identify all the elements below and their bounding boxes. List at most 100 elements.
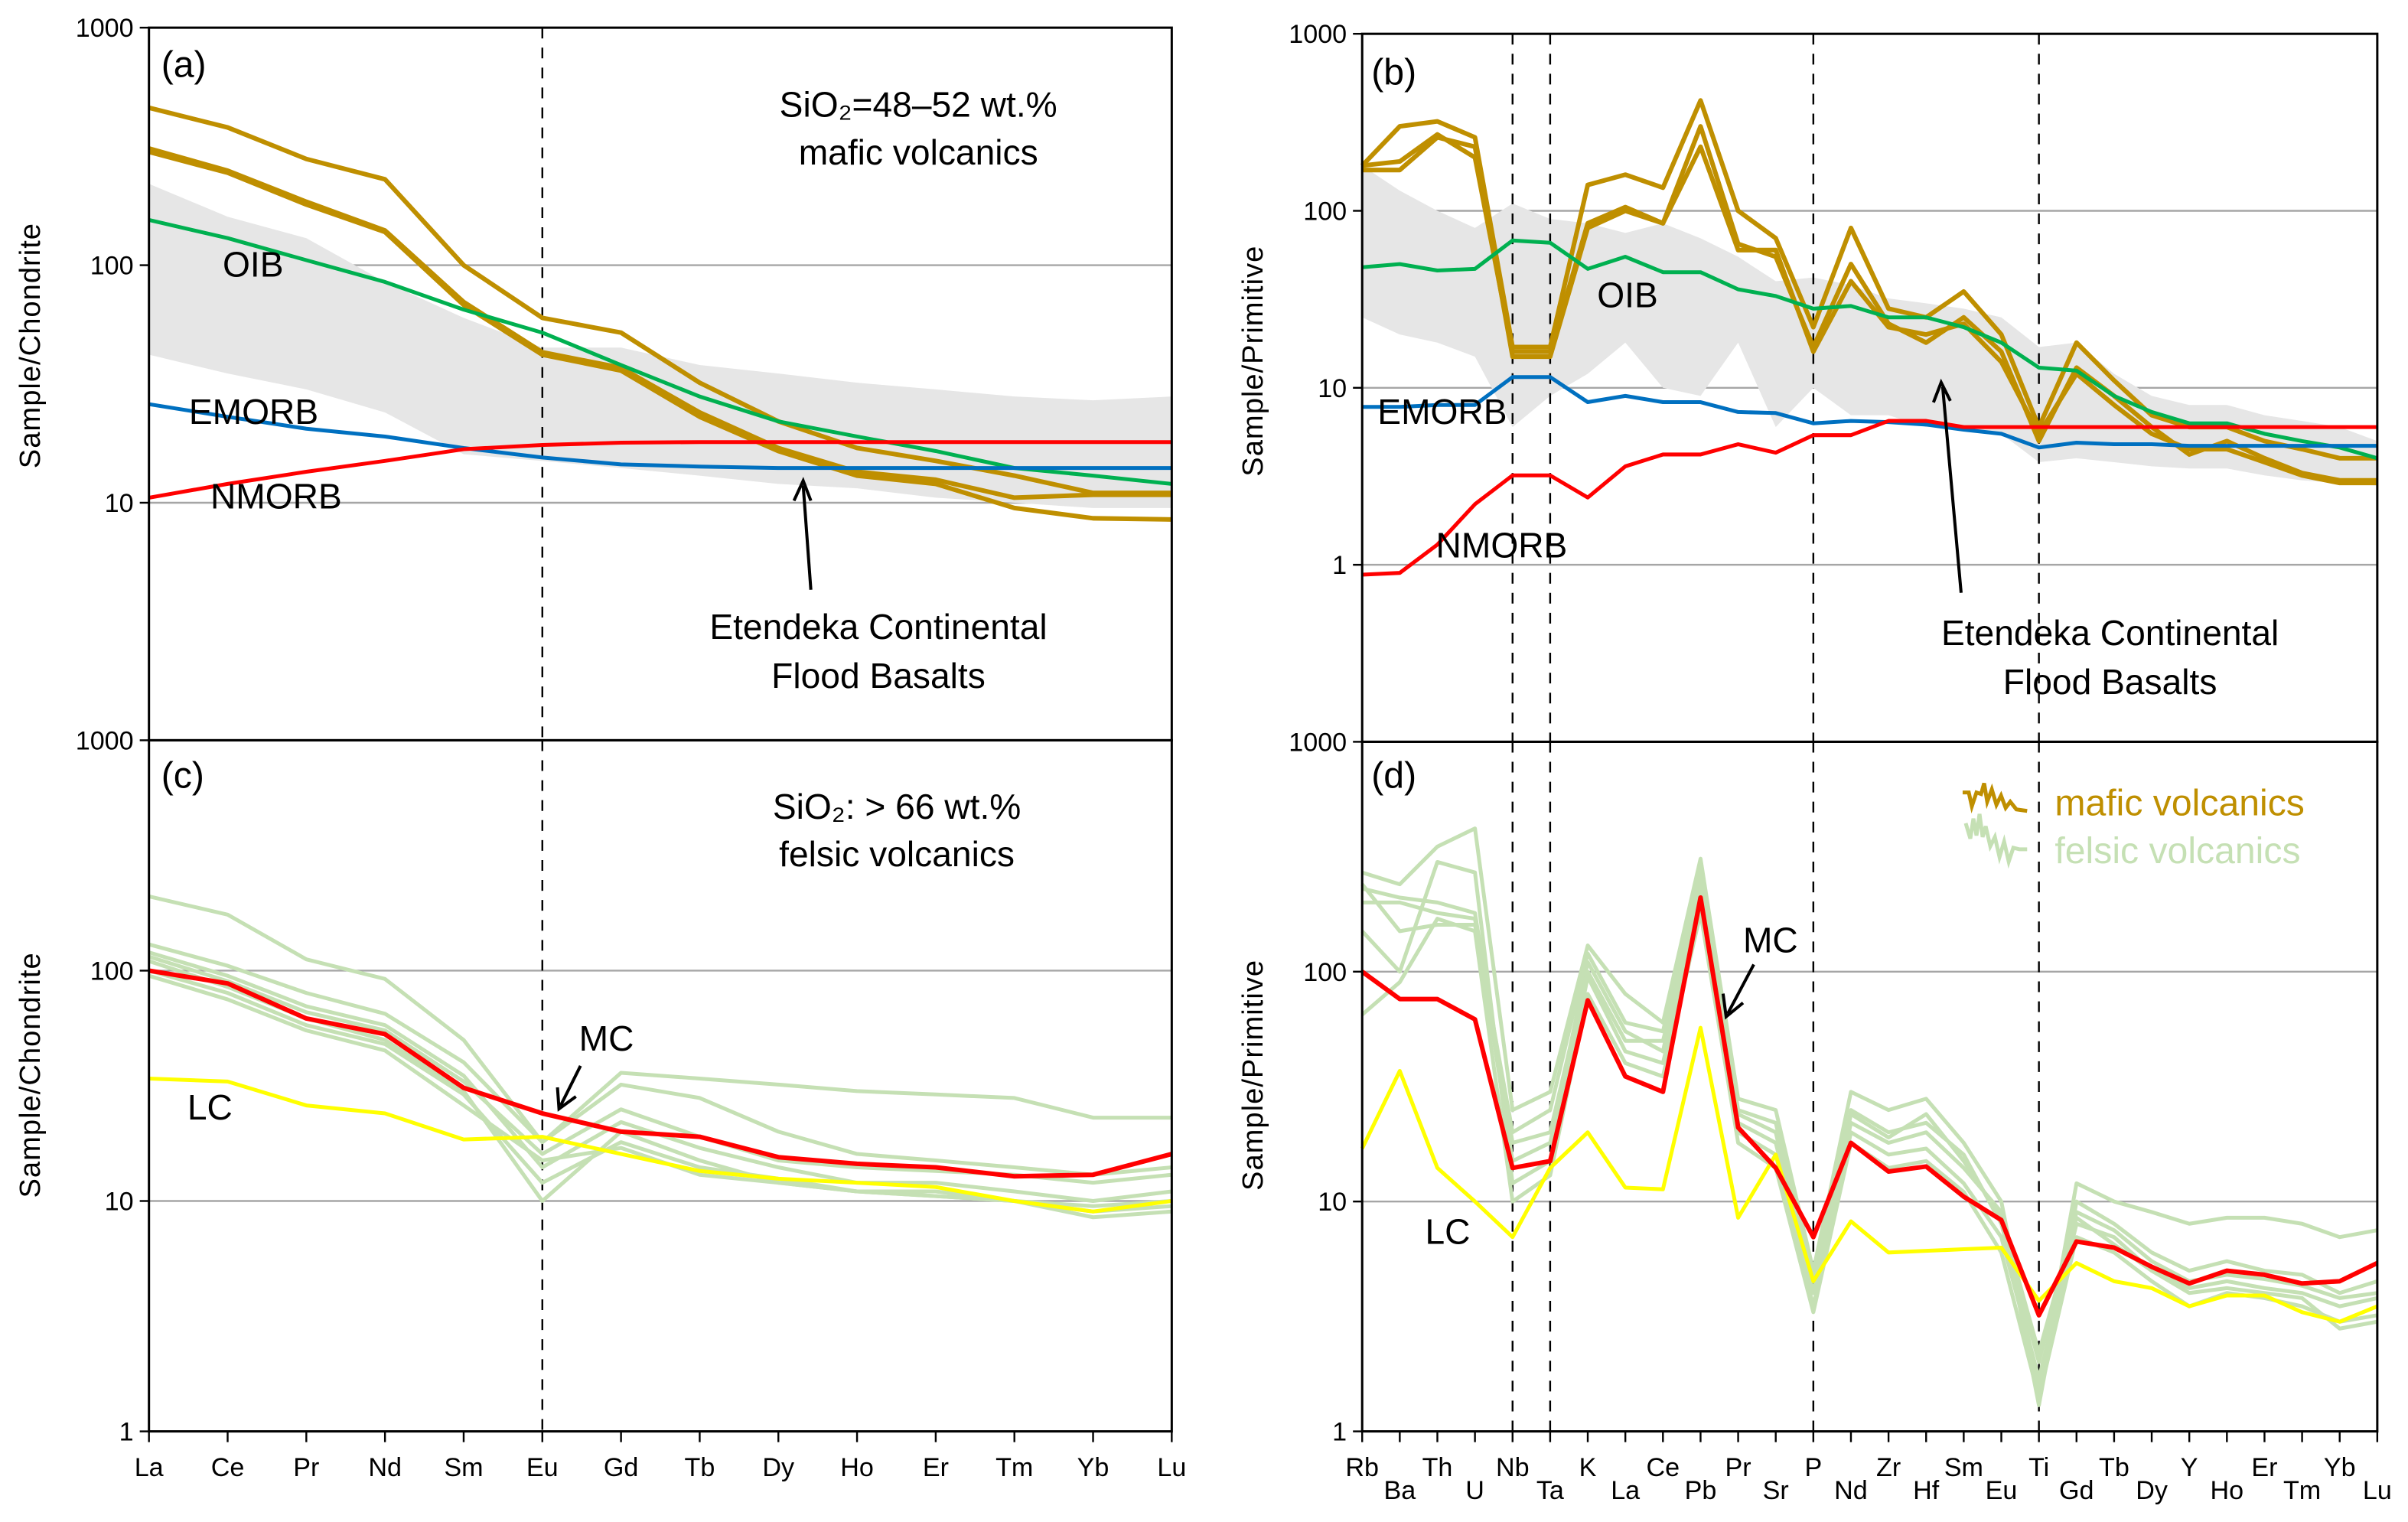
y-tick-label: 100 [90, 252, 134, 281]
arrow-etendeka-b [1940, 386, 1963, 593]
y-tick-label: 1000 [1289, 20, 1347, 49]
panel-c: 1000 100 10 1La Ce Pr Nd Sm Eu Gd Tb Dy Ho Er Tm Yb Lu [76, 726, 1187, 1481]
plot-frame [1360, 740, 2379, 1433]
y-axis-label-b: Sample/Primitive [1237, 246, 1269, 477]
series-felsic-1 [148, 895, 1172, 1145]
label-nmorb-a: NMORB [210, 476, 342, 516]
x-tick-label: Rb [1345, 1453, 1379, 1482]
x-tick-label: Ce [1646, 1453, 1680, 1482]
panel-d-annotations: (d) MC LC Sample/Primitive mafic volcani… [1237, 755, 2305, 1252]
label-emorb-a: EMORB [189, 392, 318, 432]
x-tick-label: Tb [685, 1453, 715, 1482]
y-axis-label-a: Sample/Chondrite [14, 223, 47, 468]
annotation-etendeka-a-line2: Flood Basalts [771, 656, 986, 696]
arrow-mc-d [1726, 963, 1755, 1015]
x-tick-label: P [1804, 1453, 1822, 1482]
x-tick-label: Tm [995, 1453, 1033, 1482]
series-felsic-2 [148, 942, 1172, 1177]
arrow-etendeka-a [801, 485, 813, 590]
label-nmorb-b: NMORB [1436, 526, 1568, 565]
y-tick-label: 1000 [76, 14, 134, 43]
x-tick-label: Y [2181, 1453, 2198, 1482]
oib-morb-field-band [148, 184, 1172, 508]
x-tick-label: Gd [2059, 1476, 2094, 1505]
x-tick-label: Nb [1496, 1453, 1530, 1482]
series-oib [1362, 238, 2378, 461]
legend-mafic: mafic volcanics [2054, 783, 2305, 824]
x-tick-label: Tb [2099, 1453, 2129, 1482]
panel-a-title-line1: SiO₂=48–52 wt.% [780, 85, 1057, 125]
arrowhead-icon [1721, 993, 1745, 1020]
y-tick-label: 100 [90, 957, 134, 986]
panel-a-title-line2: mafic volcanics [799, 132, 1038, 172]
series-mc [148, 968, 1173, 1179]
arrows [556, 378, 1963, 1112]
x-tick-label: Nd [368, 1453, 402, 1482]
x-tick-label: K [1579, 1453, 1597, 1482]
y-tick-label: 10 [1318, 1188, 1347, 1217]
felsic-squiggle-icon [1963, 813, 2028, 869]
y-tick-label: 10 [105, 1188, 134, 1217]
panel-a: 1000 100 10 [76, 14, 1173, 741]
series-etendeka-1 [148, 105, 1172, 496]
annotation-etendeka-b-line2: Flood Basalts [2003, 662, 2217, 702]
series-etendeka-3 [1362, 135, 2377, 486]
x-tick-label: Yb [2324, 1453, 2356, 1482]
x-tick-label: Th [1422, 1453, 1453, 1482]
y-tick-label: 1000 [1289, 728, 1347, 757]
x-tick-label: La [135, 1453, 164, 1482]
series-lc [1360, 1025, 2378, 1324]
annotation-etendeka-b-line1: Etendeka Continental [1941, 613, 2279, 653]
legend: mafic volcanics felsic volcanics [1962, 782, 2305, 872]
x-tick-label: Hf [1913, 1476, 1940, 1505]
x-tick-label: Pr [293, 1453, 319, 1482]
x-tick-label: Sr [1763, 1476, 1789, 1505]
arrow-mc-c [559, 1064, 582, 1106]
x-tick-label: Ho [2211, 1476, 2244, 1505]
series-nmorb [1362, 419, 2377, 577]
label-lc-d: LC [1426, 1212, 1471, 1252]
series-felsic-5 [148, 969, 1172, 1220]
panel-label-a: (a) [161, 44, 207, 85]
x-tick-label: Eu [526, 1453, 559, 1482]
x-tick-label: Nd [1834, 1476, 1868, 1505]
panel-b: 1000 100 10 1 [1289, 20, 2379, 743]
x-tick-label: La [1611, 1476, 1640, 1505]
series-oib [148, 218, 1172, 486]
x-tick-label: Er [2251, 1453, 2277, 1482]
oib-morb-field-band [1362, 165, 2377, 486]
panel-b-annotations: (b) OIB EMORB NMORB Etendeka Continental… [1237, 51, 2279, 702]
series-emorb [1362, 375, 2377, 450]
x-tick-label: Er [923, 1453, 949, 1482]
legend-felsic: felsic volcanics [2054, 830, 2300, 872]
panel-label-c: (c) [161, 755, 204, 797]
label-mc-d: MC [1743, 920, 1798, 960]
label-mc-c: MC [579, 1018, 634, 1058]
panel-c-title-line1: SiO₂: > 66 wt.% [773, 787, 1021, 826]
series-mc [1360, 895, 2379, 1318]
panel-a-annotations: (a) SiO₂=48–52 wt.% mafic volcanics OIB … [14, 44, 1057, 696]
x-tick-label: Ta [1536, 1476, 1564, 1505]
y-tick-label: 1 [1332, 551, 1347, 580]
y-axis-label-c: Sample/Chondrite [14, 952, 47, 1198]
x-tick-label: Ba [1383, 1476, 1416, 1505]
mafic-squiggle-icon [1962, 782, 2028, 814]
series-felsic-2 [1362, 878, 2378, 1407]
series-felsic-6 [1361, 886, 2378, 1355]
series-felsic-3 [1360, 859, 2378, 1380]
label-oib-b: OIB [1597, 275, 1658, 315]
series-felsic-1 [1361, 826, 2378, 1393]
panel-c-title-line2: felsic volcanics [779, 834, 1015, 874]
x-tick-label: Gd [604, 1453, 639, 1482]
annotation-etendeka-a-line1: Etendeka Continental [709, 607, 1047, 647]
panel-label-b: (b) [1371, 51, 1416, 93]
x-tick-label: Sm [1944, 1453, 1983, 1482]
series-etendeka-3 [148, 149, 1172, 522]
series-etendeka-2 [148, 146, 1172, 500]
series-emorb [148, 402, 1172, 471]
arrowhead-icon [556, 1087, 577, 1112]
panel-label-d: (d) [1371, 755, 1416, 797]
x-tick-label: Pb [1685, 1476, 1717, 1505]
y-tick-label: 1000 [76, 726, 134, 755]
